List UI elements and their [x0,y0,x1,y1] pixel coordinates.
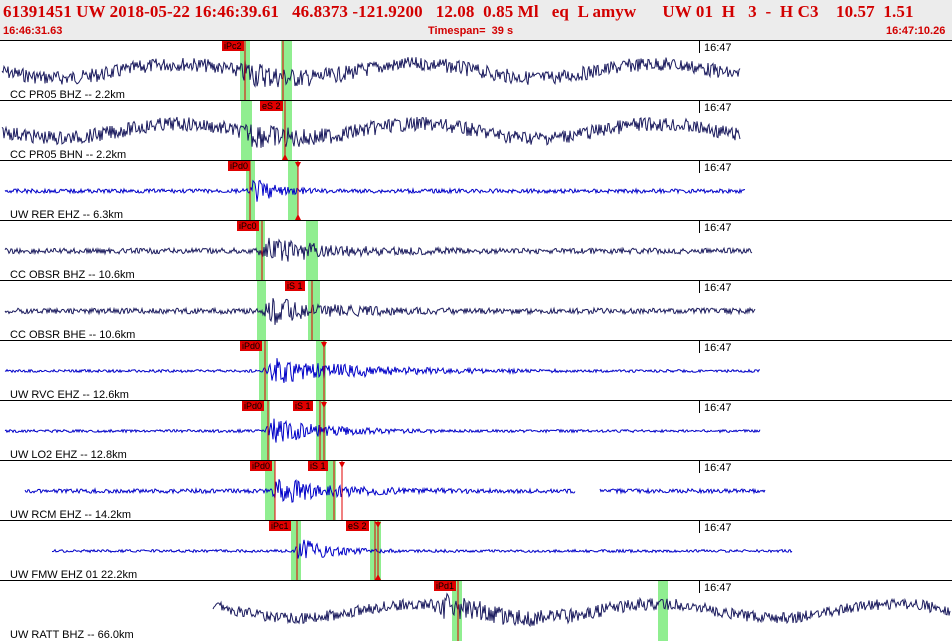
trace-panel[interactable]: iS 1 16:47 CC OBSR BHE -- 10.6km [0,280,952,341]
minute-label: 16:47 [704,462,732,474]
timespan: Timespan= 39 s [428,25,514,37]
pick-marker-icon [339,462,345,468]
trace-panel[interactable]: iPc1 eS 2 16:47 UW FMW EHZ 01 22.2km [0,520,952,581]
minute-tick [699,161,700,173]
pick-window [282,101,292,161]
phase-pick-label[interactable]: iPd0 [228,161,251,171]
minute-tick [699,461,700,473]
phase-pick-label[interactable]: iPd0 [250,461,273,471]
seismic-trace [4,179,746,202]
pick-marker-icon [321,342,327,348]
seismic-trace [24,479,766,503]
seismic-trace [51,539,793,559]
minute-label: 16:47 [704,222,732,234]
seismic-trace [1,57,741,88]
pick-window [281,41,292,101]
pick-window [288,161,298,221]
minute-tick [699,221,700,233]
channel-label: CC PR05 BHZ -- 2.2km [10,89,125,101]
channel-label: UW FMW EHZ 01 22.2km [10,569,138,581]
event-header: 61391451 UW 2018-05-22 16:46:39.61 46.83… [0,0,952,40]
waveform-plot [4,401,761,461]
channel-label: UW LO2 EHZ -- 12.8km [10,449,127,461]
start-time: 16:46:31.63 [3,25,63,37]
trace-panel[interactable]: iPd0 16:47 UW RVC EHZ -- 12.6km [0,340,952,401]
waveform-plot [51,521,793,581]
pick-window [452,581,462,641]
trace-panel[interactable]: iPc0 16:47 CC OBSR BHZ -- 10.6km [0,220,952,281]
minute-tick [699,581,700,593]
phase-pick-label[interactable]: iPd1 [434,581,457,591]
seismic-trace [4,358,760,383]
minute-tick [699,41,700,53]
trace-panel[interactable]: iPd0 16:47 UW RER EHZ -- 6.3km [0,160,952,221]
pick-marker-icon [282,154,288,160]
minute-label: 16:47 [704,162,732,174]
waveform-plot [4,221,753,281]
phase-pick-label[interactable]: eS 2 [346,521,369,531]
phase-pick-label[interactable]: iPd0 [240,341,263,351]
waveform-plot [4,341,760,401]
seismic-trace [212,592,951,628]
waveform-plot [212,581,951,641]
waveform-plot [4,281,756,341]
seismic-trace [4,298,756,325]
waveform-plot [4,161,746,221]
seismic-trace [4,418,761,443]
phase-pick-label[interactable]: iPc2 [222,41,244,51]
trace-panel[interactable]: eS 2 16:47 CC PR05 BHN -- 2.2km [0,100,952,161]
channel-label: CC OBSR BHE -- 10.6km [10,329,136,341]
event-summary: 61391451 UW 2018-05-22 16:46:39.61 46.83… [3,2,914,21]
pick-marker-icon [295,162,301,168]
minute-tick [699,281,700,293]
minute-tick [699,521,700,533]
channel-label: UW RCM EHZ -- 14.2km [10,509,131,521]
waveform-plot [1,101,741,161]
end-time: 16:47:10.26 [886,25,946,37]
minute-label: 16:47 [704,522,732,534]
pick-marker-icon [295,214,301,220]
channel-label: CC PR05 BHN -- 2.2km [10,149,127,161]
minute-label: 16:47 [704,102,732,114]
pick-window [291,521,301,581]
pick-marker-icon [375,522,381,528]
minute-label: 16:47 [704,42,732,54]
waveform-plot [1,41,741,101]
channel-label: CC OBSR BHZ -- 10.6km [10,269,135,281]
phase-pick-label[interactable]: iS 1 [293,401,313,411]
seismic-trace [1,116,741,148]
channel-label: UW RVC EHZ -- 12.6km [10,389,129,401]
minute-label: 16:47 [704,342,732,354]
pick-marker-icon [321,402,327,408]
pick-window [306,221,318,281]
pick-marker-icon [375,574,381,580]
channel-label: UW RATT BHZ -- 66.0km [10,629,134,641]
pick-window [658,581,668,641]
minute-label: 16:47 [704,582,732,594]
minute-label: 16:47 [704,282,732,294]
minute-tick [699,401,700,413]
pick-window [259,341,268,401]
minute-tick [699,101,700,113]
waveform-plot [24,461,766,521]
phase-pick-label[interactable]: iPd0 [242,401,265,411]
pick-window [241,101,252,161]
phase-pick-label[interactable]: iPc1 [269,521,291,531]
phase-pick-label[interactable]: iS 1 [308,461,328,471]
trace-panel[interactable]: iPc2 16:47 CC PR05 BHZ -- 2.2km [0,40,952,101]
phase-pick-label[interactable]: eS 2 [260,101,283,111]
channel-label: UW RER EHZ -- 6.3km [10,209,124,221]
phase-pick-label[interactable]: iPc0 [237,221,259,231]
trace-panel[interactable]: iPd0 iS 1 16:47 UW RCM EHZ -- 14.2km [0,460,952,521]
pick-window [265,461,275,521]
seismic-trace [4,237,753,262]
trace-panel[interactable]: iPd1 16:47 UW RATT BHZ -- 66.0km [0,580,952,641]
trace-panel[interactable]: iPd0 iS 1 16:47 UW LO2 EHZ -- 12.8km [0,400,952,461]
minute-tick [699,341,700,353]
minute-label: 16:47 [704,402,732,414]
phase-pick-label[interactable]: iS 1 [285,281,305,291]
